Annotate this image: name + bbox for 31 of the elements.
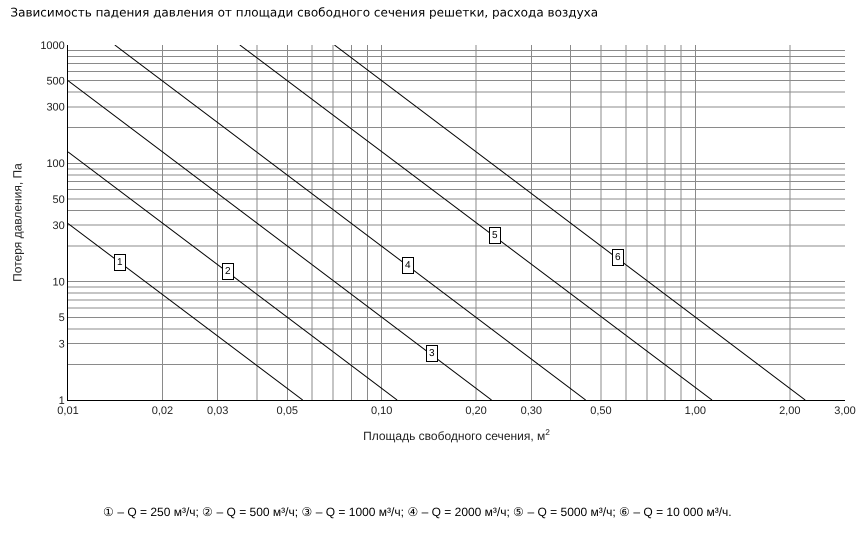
x-tick-label: 1,00 (684, 405, 706, 418)
x-tick-label: 0,20 (465, 405, 487, 418)
y-tick-label: 100 (46, 158, 65, 170)
x-tick-label: 0,05 (276, 405, 298, 418)
x-tick-label: 2,00 (779, 405, 800, 418)
x-axis-title: Площадь свободного сечения, м$^{2}$ (363, 427, 550, 444)
x-tick-label: 0,02 (152, 405, 174, 418)
x-tick-label: 0,03 (206, 405, 228, 418)
x-tick-label: 0,01 (57, 405, 79, 418)
y-tick-label: 5 (58, 312, 65, 324)
x-tick-label: 0,50 (590, 405, 612, 418)
x-tick-label: 0,10 (370, 405, 392, 418)
x-tick-label: 0,30 (520, 405, 542, 418)
y-tick-label: 30 (52, 220, 65, 232)
annotation: 1 (117, 257, 123, 268)
y-tick-label: 3 (58, 338, 65, 350)
annotation: 6 (615, 252, 621, 263)
x-tick-label: 3,00 (834, 405, 856, 418)
y-tick-label: 10 (52, 276, 65, 289)
y-tick-label: 300 (46, 102, 65, 114)
text: ① – Q = 250 м³/ч; ② – Q = 500 м³/ч; ③ – Q = 1000 м³/ч; ④ – Q = 2000 м³/ч; ⑤ – Q = 5000 м³/ч; ⑥ – Q = 10 000 м³/ч. (103, 505, 732, 519)
y-tick-label: 1 (58, 394, 65, 407)
y-axis-title: Потеря давления, Па (10, 162, 25, 282)
annotation: 2 (225, 266, 231, 277)
chart-title: Зависимость падения давления от площади свободного сечения решетки, расхода воздуха (10, 6, 598, 20)
annotation: 3 (429, 348, 435, 359)
y-tick-label: 50 (52, 194, 65, 206)
annotation: 5 (492, 230, 498, 241)
annotation: 4 (405, 260, 411, 271)
y-tick-label: 1000 (40, 40, 65, 52)
y-tick-label: 500 (46, 75, 65, 88)
